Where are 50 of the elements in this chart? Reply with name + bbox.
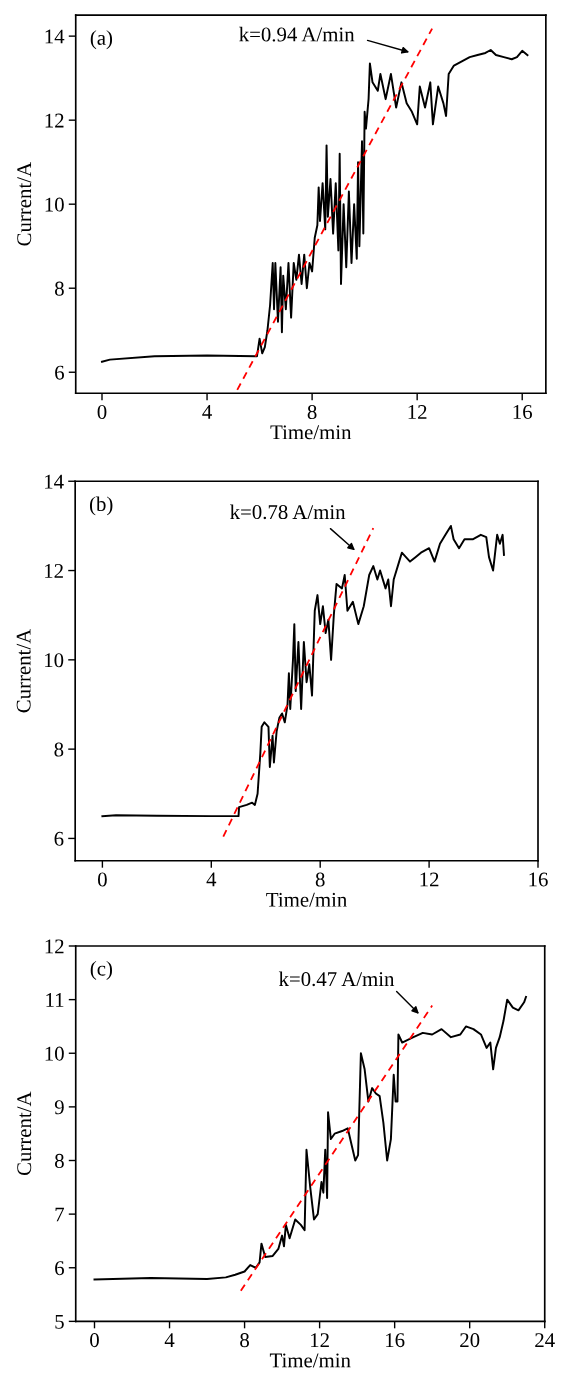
annotation: (c)	[90, 961, 113, 980]
y-tick-label: 10	[45, 653, 64, 668]
y-axis-title: Current/A	[17, 1091, 32, 1176]
x-tick-label: 20	[460, 1333, 480, 1348]
x-tick-label: 4	[202, 405, 212, 419]
x-tick-label: 8	[307, 404, 317, 420]
y-tick-label: 6	[54, 831, 64, 846]
y-tick-label: 7	[55, 1207, 65, 1222]
y-tick-label: 14	[45, 474, 64, 489]
y-axis-title: Current/A	[17, 162, 32, 246]
line-series	[101, 524, 505, 818]
y-tick-label: 10	[45, 197, 64, 212]
x-tick-label: 4	[206, 872, 217, 887]
y-tick-label: 10	[45, 1046, 64, 1061]
y-tick-label: 5	[55, 1314, 64, 1329]
x-tick-label: 16	[513, 405, 533, 420]
y-tick-label: 12	[45, 939, 64, 954]
annotation: k=0.47 A/min	[278, 971, 395, 987]
x-tick-label: 16	[386, 1333, 405, 1348]
x-tick-label: 12	[420, 872, 439, 887]
x-tick-label: 0	[97, 404, 107, 420]
x-tick-label: 12	[408, 405, 427, 419]
y-tick-label: 12	[45, 113, 64, 128]
x-tick-label: 0	[97, 872, 107, 887]
y-tick-label: 11	[46, 993, 64, 1007]
y-tick-label: 6	[55, 1261, 64, 1276]
y-tick-label: 14	[45, 29, 65, 44]
y-axis-title: Current/A	[16, 628, 31, 713]
x-tick-label: 4	[164, 1333, 175, 1347]
line-series	[93, 995, 527, 1281]
x-tick-label: 12	[311, 1333, 329, 1347]
x-axis-title: Time/min	[270, 425, 352, 440]
annotation: k=0.94 A/min	[239, 26, 355, 42]
annotation: (a)	[90, 30, 113, 50]
y-tick-label: 6	[55, 365, 64, 380]
y-tick-label: 9	[54, 1100, 64, 1115]
y-tick-label: 8	[55, 1153, 64, 1168]
x-tick-label: 24	[535, 1333, 555, 1347]
x-tick-label: 0	[90, 1333, 99, 1348]
x-tick-label: 8	[315, 872, 325, 887]
x-axis-title: Time/min	[266, 892, 347, 907]
y-tick-label: 8	[54, 742, 64, 757]
y-tick-label: 8	[55, 281, 64, 296]
annotation: k=0.78 A/min	[230, 504, 346, 520]
x-tick-label: 8	[240, 1333, 249, 1348]
line-series	[101, 49, 529, 363]
x-tick-label: 16	[529, 872, 548, 887]
y-tick-label: 12	[45, 563, 63, 578]
x-axis-title: Time/min	[269, 1353, 351, 1368]
annotation: (b)	[89, 496, 113, 516]
